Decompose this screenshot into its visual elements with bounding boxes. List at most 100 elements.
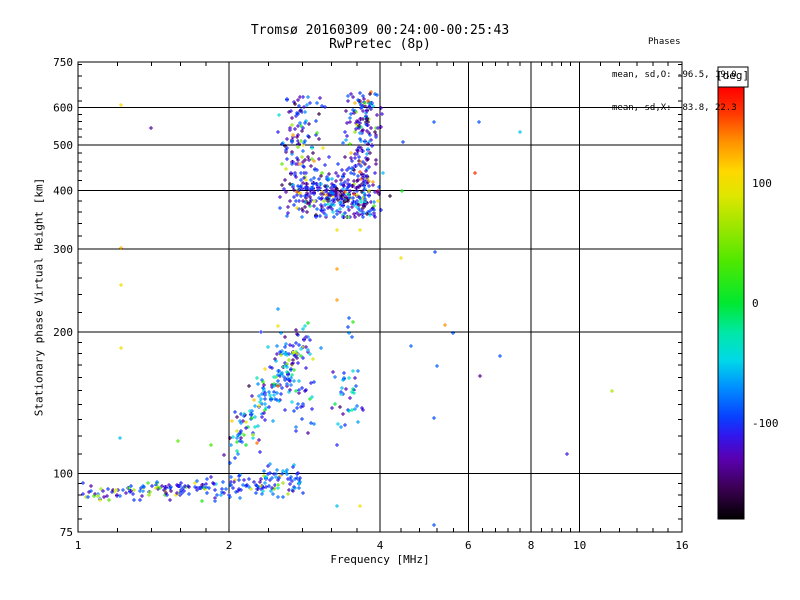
data-point — [292, 203, 296, 207]
data-point — [308, 352, 312, 356]
data-point — [303, 200, 307, 204]
data-point — [238, 439, 242, 443]
data-point — [260, 415, 264, 419]
data-point — [332, 200, 336, 204]
data-point — [276, 324, 280, 328]
data-point — [288, 343, 292, 347]
data-point — [373, 92, 377, 96]
data-point — [297, 104, 301, 108]
data-point — [268, 462, 272, 466]
data-point — [347, 166, 351, 170]
data-point — [253, 404, 257, 408]
data-point — [255, 441, 259, 445]
data-point — [299, 194, 303, 198]
data-point — [323, 105, 327, 109]
data-point — [300, 417, 304, 421]
data-point — [303, 205, 307, 209]
data-point — [339, 178, 343, 182]
data-point — [296, 402, 300, 406]
data-point — [209, 475, 213, 479]
data-point — [290, 400, 294, 404]
data-point — [365, 175, 369, 179]
data-point — [92, 494, 96, 498]
data-point — [89, 489, 93, 493]
data-point — [379, 208, 383, 212]
data-point — [341, 215, 345, 219]
data-point — [358, 137, 362, 141]
data-point — [365, 129, 369, 133]
data-point — [299, 347, 303, 351]
data-point — [311, 187, 315, 191]
data-point — [285, 137, 289, 141]
data-point — [375, 113, 379, 117]
data-point — [348, 142, 352, 146]
data-point — [280, 472, 284, 476]
data-point — [359, 164, 363, 168]
data-point — [247, 477, 251, 481]
data-point — [249, 412, 253, 416]
data-point — [231, 486, 235, 490]
data-point — [341, 141, 345, 145]
data-point — [271, 419, 275, 423]
data-point — [255, 484, 259, 488]
data-point — [285, 214, 289, 218]
data-point — [238, 496, 242, 500]
data-point — [303, 121, 307, 125]
data-point — [164, 491, 168, 495]
data-point — [138, 498, 142, 502]
data-point — [306, 134, 310, 138]
data-point — [372, 208, 376, 212]
data-point — [293, 102, 297, 106]
colorbar-tick-label: 100 — [752, 177, 772, 190]
data-point — [315, 101, 319, 105]
data-point — [276, 130, 280, 134]
data-point — [283, 345, 287, 349]
data-point — [286, 377, 290, 381]
data-point — [102, 495, 106, 499]
data-point — [257, 404, 261, 408]
data-point — [175, 483, 179, 487]
data-point — [300, 386, 304, 390]
data-point — [344, 195, 348, 199]
data-point — [351, 320, 355, 324]
data-point — [306, 431, 310, 435]
data-point — [359, 183, 363, 187]
data-point — [295, 406, 299, 410]
data-point — [289, 171, 293, 175]
data-point — [333, 375, 337, 379]
data-point — [227, 493, 231, 497]
data-point — [314, 215, 318, 219]
data-point — [360, 105, 364, 109]
data-point — [300, 215, 304, 219]
data-point — [324, 193, 328, 197]
data-point — [266, 464, 270, 468]
y-tick-label: 750 — [53, 56, 73, 69]
y-tick-label: 600 — [53, 102, 73, 115]
data-point — [338, 207, 342, 211]
data-point — [255, 376, 259, 380]
x-tick-label: 8 — [528, 539, 535, 552]
data-point — [367, 194, 371, 198]
data-point — [279, 353, 283, 357]
data-point — [331, 188, 335, 192]
axis-ticks — [77, 61, 683, 533]
data-point — [119, 246, 123, 250]
data-point — [371, 104, 375, 108]
data-point — [285, 157, 289, 161]
data-point — [280, 183, 284, 187]
data-point — [176, 439, 180, 443]
data-point — [356, 98, 360, 102]
data-point — [250, 409, 254, 413]
data-point — [244, 420, 248, 424]
data-point — [277, 113, 281, 117]
data-point — [610, 389, 614, 393]
data-point — [213, 496, 217, 500]
data-point — [319, 182, 323, 186]
data-point — [292, 463, 296, 467]
data-point — [242, 478, 246, 482]
data-point — [358, 91, 362, 95]
data-point — [179, 481, 183, 485]
data-point — [262, 469, 266, 473]
data-point — [372, 200, 376, 204]
